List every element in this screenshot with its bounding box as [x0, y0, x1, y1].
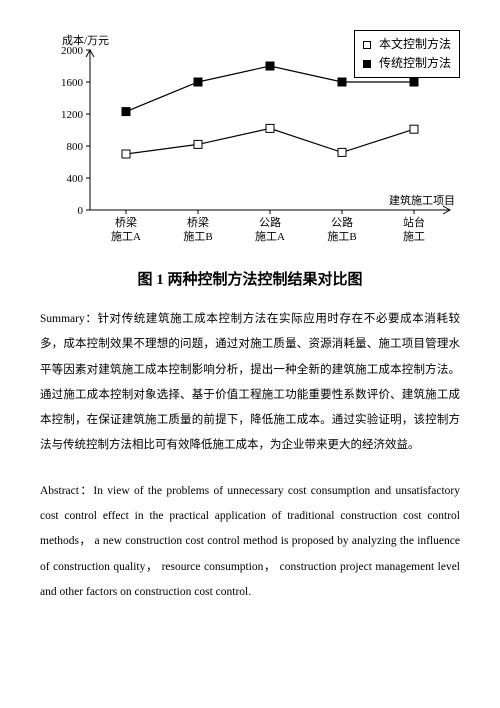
svg-text:公路: 公路 [331, 216, 353, 229]
abstract-text: In view of the problems of unnecessary c… [40, 485, 460, 598]
svg-text:施工B: 施工B [183, 230, 212, 243]
figure-title: 图 1 两种控制方法控制结果对比图 [40, 268, 460, 289]
svg-text:建筑施工项目: 建筑施工项目 [389, 193, 455, 207]
svg-text:1600: 1600 [61, 77, 84, 89]
svg-text:施工: 施工 [403, 230, 425, 243]
svg-text:400: 400 [67, 173, 84, 185]
chart-container: 本文控制方法 传统控制方法 成本/万元建筑施工项目040080012001600… [40, 30, 460, 260]
svg-text:施工B: 施工B [327, 230, 356, 243]
svg-text:0: 0 [78, 205, 84, 217]
abstract-paragraph: Abstract：In view of the problems of unne… [40, 479, 460, 605]
legend-marker-filled [363, 60, 371, 68]
svg-text:800: 800 [67, 141, 84, 153]
chart-legend: 本文控制方法 传统控制方法 [354, 30, 460, 78]
svg-text:桥梁: 桥梁 [115, 215, 137, 229]
svg-text:施工A: 施工A [111, 230, 141, 243]
svg-text:施工A: 施工A [255, 230, 285, 243]
summary-text: 针对传统建筑施工成本控制方法在实际应用时存在不必要成本消耗较多，成本控制效果不理… [40, 313, 460, 451]
svg-text:桥梁: 桥梁 [187, 215, 209, 229]
svg-text:公路: 公路 [259, 216, 281, 229]
svg-text:站台: 站台 [403, 215, 425, 229]
svg-text:2000: 2000 [61, 45, 84, 57]
legend-label-1: 本文控制方法 [379, 35, 451, 54]
summary-label: Summary： [40, 313, 97, 325]
svg-text:1200: 1200 [61, 109, 84, 121]
abstract-label: Abstract： [40, 485, 93, 497]
legend-item-1: 本文控制方法 [363, 35, 451, 54]
summary-paragraph: Summary：针对传统建筑施工成本控制方法在实际应用时存在不必要成本消耗较多，… [40, 307, 460, 459]
legend-marker-open [363, 41, 371, 49]
legend-label-2: 传统控制方法 [379, 54, 451, 73]
legend-item-2: 传统控制方法 [363, 54, 451, 73]
